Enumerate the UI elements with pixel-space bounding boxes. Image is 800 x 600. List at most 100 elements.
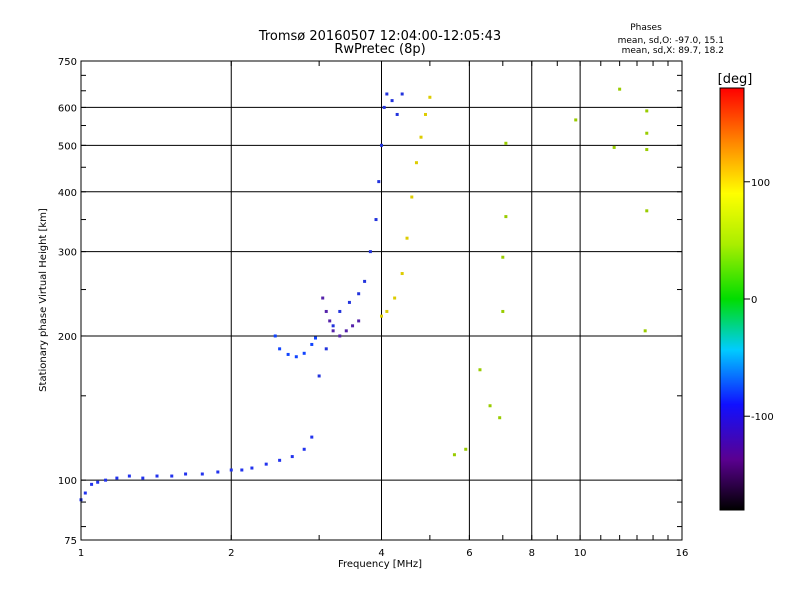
data-point bbox=[290, 455, 294, 459]
legend-line-o: mean, sd,O: -97.0, 15.1 bbox=[618, 36, 724, 46]
data-point bbox=[286, 352, 290, 356]
data-point bbox=[115, 476, 119, 480]
chart-subtitle: RwPretec (8p) bbox=[334, 42, 425, 57]
data-point bbox=[310, 435, 314, 439]
data-point bbox=[96, 480, 100, 484]
x-tick-label: 16 bbox=[676, 548, 689, 559]
x-tick-label: 2 bbox=[228, 548, 234, 559]
data-point bbox=[488, 404, 492, 408]
data-point bbox=[645, 131, 649, 135]
data-point bbox=[313, 336, 317, 340]
legend-heading: Phases bbox=[630, 23, 662, 33]
data-point bbox=[200, 472, 204, 476]
data-point bbox=[273, 334, 277, 338]
data-point bbox=[155, 474, 159, 478]
data-point bbox=[357, 319, 361, 323]
colorbar-tick-label: -100 bbox=[751, 412, 774, 423]
data-point bbox=[419, 135, 423, 139]
data-point bbox=[363, 279, 367, 283]
data-point bbox=[645, 209, 649, 213]
y-tick-label: 200 bbox=[58, 332, 77, 343]
data-point bbox=[612, 145, 616, 149]
data-point bbox=[229, 468, 233, 472]
y-tick-label: 600 bbox=[58, 103, 77, 114]
data-point bbox=[414, 161, 418, 165]
data-point bbox=[83, 491, 87, 495]
x-axis-label: Frequency [MHz] bbox=[338, 559, 422, 570]
data-point bbox=[324, 347, 328, 351]
y-tick-label: 750 bbox=[58, 57, 77, 68]
data-point bbox=[645, 148, 649, 152]
data-point bbox=[501, 309, 505, 313]
data-point bbox=[382, 105, 386, 109]
data-point bbox=[423, 112, 427, 116]
y-tick-label: 100 bbox=[58, 476, 77, 487]
data-point bbox=[141, 476, 145, 480]
x-tick-label: 6 bbox=[466, 548, 472, 559]
data-point bbox=[395, 112, 399, 116]
data-point bbox=[321, 296, 325, 300]
colorbar bbox=[719, 87, 745, 511]
data-point bbox=[643, 329, 647, 333]
data-point bbox=[240, 468, 244, 472]
y-tick-label: 300 bbox=[58, 248, 77, 259]
data-point bbox=[357, 292, 361, 296]
y-tick-label: 400 bbox=[58, 188, 77, 199]
data-point bbox=[90, 482, 94, 486]
data-point bbox=[347, 300, 351, 304]
colorbar-tick-label: 100 bbox=[751, 178, 770, 189]
y-tick-label: 500 bbox=[58, 141, 77, 152]
data-point bbox=[400, 272, 404, 276]
data-point bbox=[428, 95, 432, 99]
data-point bbox=[410, 195, 414, 199]
data-point bbox=[400, 92, 404, 96]
grid bbox=[81, 61, 682, 540]
x-tick-label: 8 bbox=[529, 548, 535, 559]
data-point bbox=[452, 453, 456, 457]
data-point bbox=[127, 474, 131, 478]
colorbar-title: [deg] bbox=[718, 72, 753, 87]
data-point bbox=[216, 470, 220, 474]
x-tick-label: 1 bbox=[78, 548, 84, 559]
data-point bbox=[368, 250, 372, 254]
data-point bbox=[328, 319, 332, 323]
x-tick-label: 10 bbox=[574, 548, 587, 559]
data-point bbox=[278, 347, 282, 351]
y-axis-label: Stationary phase Virtual Height [km] bbox=[38, 208, 49, 392]
data-point bbox=[498, 416, 502, 420]
data-point bbox=[478, 368, 482, 372]
data-point bbox=[250, 466, 254, 470]
data-point bbox=[618, 87, 622, 91]
data-point bbox=[104, 478, 108, 482]
data-point bbox=[310, 342, 314, 346]
data-point bbox=[464, 447, 468, 451]
data-point bbox=[385, 309, 389, 313]
data-point bbox=[504, 215, 508, 219]
data-point bbox=[324, 309, 328, 313]
chart-title: Tromsø 20160507 12:04:00-12:05:43 bbox=[258, 29, 501, 44]
data-point bbox=[184, 472, 188, 476]
data-point bbox=[377, 180, 381, 184]
data-point bbox=[501, 255, 505, 259]
data-point bbox=[385, 92, 389, 96]
legend-line-x: mean, sd,X: 89.7, 18.2 bbox=[622, 46, 724, 56]
data-point bbox=[351, 324, 355, 328]
data-point bbox=[331, 324, 335, 328]
data-point bbox=[380, 314, 383, 318]
data-point bbox=[317, 374, 321, 378]
y-tick-label: 75 bbox=[64, 536, 77, 547]
plot-frame bbox=[80, 60, 683, 541]
data-point bbox=[405, 236, 409, 240]
data-point bbox=[380, 143, 383, 147]
data-point bbox=[374, 218, 378, 222]
data-point bbox=[390, 99, 394, 103]
data-point bbox=[344, 329, 348, 333]
data-point bbox=[170, 474, 174, 478]
data-point bbox=[645, 109, 649, 113]
data-points bbox=[79, 87, 649, 502]
data-point bbox=[302, 447, 306, 451]
axis-ticks: 1 2 4 6 8 10 16 75 100 200 300 400 500 600 750 bbox=[58, 57, 688, 559]
data-point bbox=[331, 329, 335, 333]
data-point bbox=[338, 309, 342, 313]
